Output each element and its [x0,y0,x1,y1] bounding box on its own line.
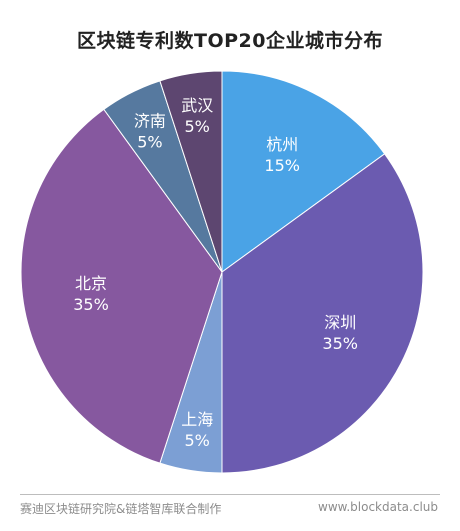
slice-label-0: 杭州 [266,135,298,154]
pie-slice-1 [221,153,424,474]
pie-slices [20,70,424,474]
pie-slice-3 [20,108,223,464]
slice-value-2: 5% [185,431,210,450]
chart-title: 区块链专利数TOP20企业城市分布 [77,30,383,52]
footer-divider [20,494,440,495]
slice-value-3: 35% [73,295,109,314]
footer-source: 赛迪区块链研究院&链塔智库联合制作 [20,502,222,516]
slice-label-2: 上海 [181,410,213,429]
footer-website: www.blockdata.club [318,500,438,514]
pie-slice-0 [221,70,386,273]
slice-label-3: 北京 [75,274,107,293]
pie-slice-5 [159,70,223,273]
slice-label-5: 武汉 [181,96,213,115]
slice-value-5: 5% [185,117,210,136]
slice-labels: 杭州 15% 深圳 35% 上海 5% 北京 35% 济南 5% 武汉 5% [73,96,358,450]
slice-value-1: 35% [322,334,358,353]
slice-label-1: 深圳 [324,313,356,332]
slice-value-4: 5% [137,133,162,152]
slice-value-0: 15% [264,156,300,175]
slice-label-4: 济南 [134,112,166,131]
